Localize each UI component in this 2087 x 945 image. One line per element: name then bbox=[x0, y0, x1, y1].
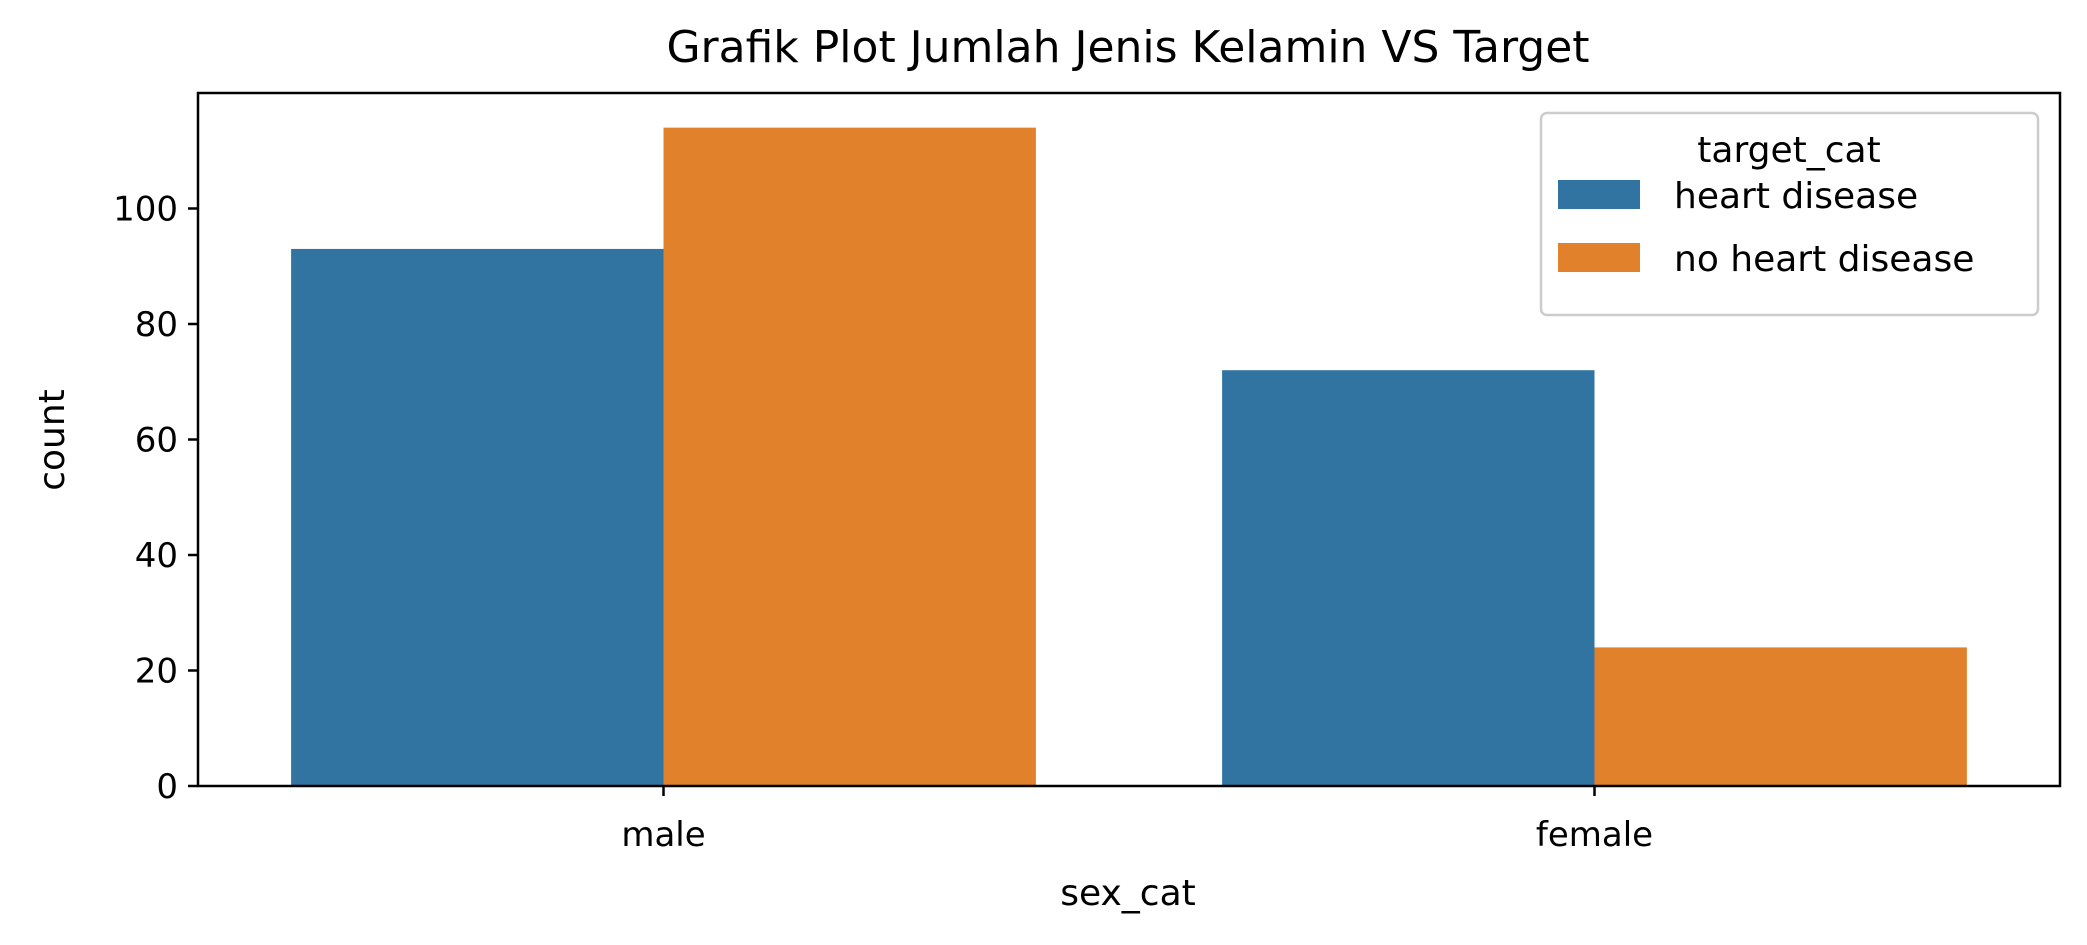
y-tick-label: 40 bbox=[135, 536, 178, 576]
bar-female-heart-disease bbox=[1222, 370, 1595, 786]
legend-label: heart disease bbox=[1674, 176, 1918, 217]
x-tick-label: female bbox=[1536, 815, 1653, 855]
bar-female-no-heart-disease bbox=[1594, 647, 1967, 786]
bar-male-heart-disease bbox=[291, 248, 664, 787]
legend-label: no heart disease bbox=[1674, 239, 1974, 280]
y-tick-label: 80 bbox=[135, 305, 178, 345]
y-tick-label: 60 bbox=[135, 421, 178, 461]
legend-swatch bbox=[1558, 243, 1640, 272]
x-axis-label: sex_cat bbox=[1060, 873, 1196, 914]
legend: target_cat heart disease no heart disease bbox=[1539, 111, 2040, 317]
bar-male-no-heart-disease bbox=[663, 127, 1036, 786]
x-tick-label: male bbox=[621, 815, 705, 855]
y-axis: 0 20 40 60 80 100 bbox=[113, 190, 198, 807]
legend-title: target_cat bbox=[1697, 130, 1880, 171]
y-tick-label: 100 bbox=[113, 190, 178, 230]
legend-box bbox=[1539, 111, 2040, 317]
y-axis-label: count bbox=[32, 389, 73, 491]
legend-items: heart disease no heart disease bbox=[1558, 176, 1974, 280]
chart-title: Grafik Plot Jumlah Jenis Kelamin VS Targ… bbox=[666, 22, 1589, 73]
legend-swatch bbox=[1558, 180, 1640, 209]
y-tick-label: 0 bbox=[156, 767, 178, 807]
x-axis: male female bbox=[621, 786, 1653, 855]
y-tick-label: 20 bbox=[135, 652, 178, 692]
bars-group bbox=[291, 127, 1967, 787]
